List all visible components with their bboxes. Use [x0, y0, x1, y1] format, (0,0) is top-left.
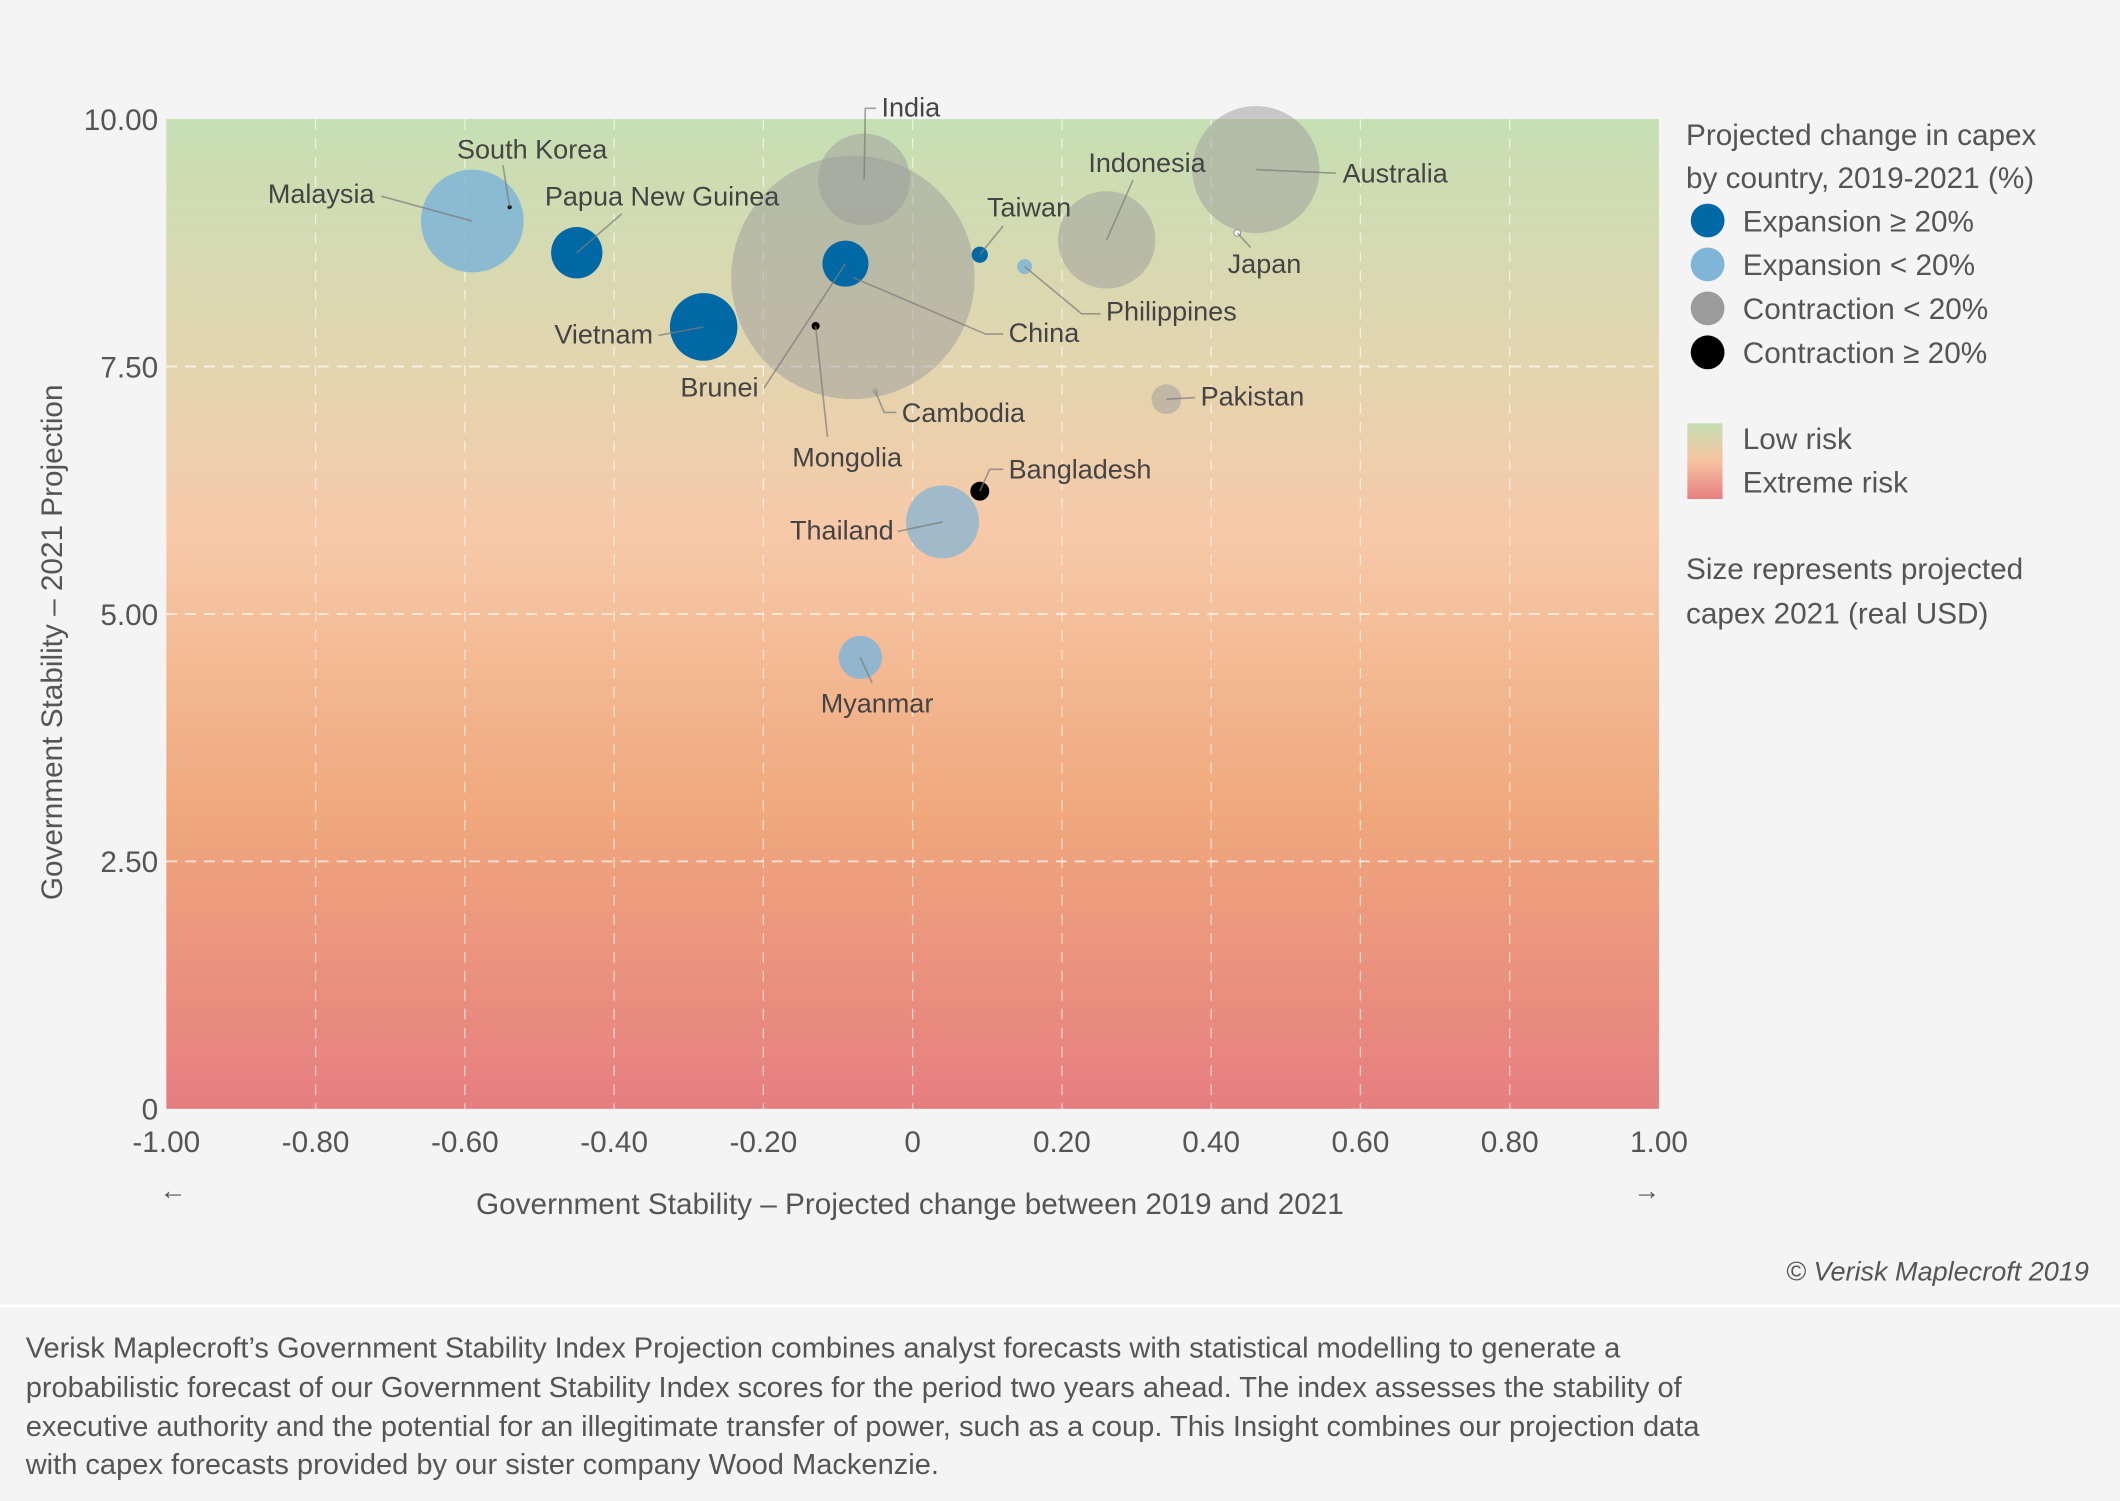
x-tick-label: -0.20 [729, 1126, 797, 1159]
y-tick-label: 5.00 [100, 599, 158, 632]
y-axis-label: Government Stability – 2021 Projection [36, 384, 69, 900]
leader-line-india [863, 107, 877, 180]
label-taiwan: Taiwan [987, 192, 1071, 222]
leader-line-brunei [763, 263, 847, 389]
bubble-australia [1192, 106, 1320, 234]
copyright: © Verisk Maplecroft 2019 [1786, 1257, 2089, 1287]
leader-line-china [852, 276, 1004, 335]
x-tick-label: 0 [904, 1126, 921, 1159]
label-japan: Japan [1228, 249, 1302, 279]
label-myanmar: Myanmar [821, 689, 934, 719]
label-mongolia: Mongolia [792, 443, 903, 473]
label-vietnam: Vietnam [554, 320, 653, 350]
x-tick-label: 1.00 [1630, 1126, 1688, 1159]
label-thailand: Thailand [790, 516, 894, 546]
footer-line-1: Verisk Maplecroft’s Government Stability… [26, 1333, 1621, 1365]
legend-label-con_hi: Contraction ≥ 20% [1743, 337, 1987, 370]
leader-line-bangladesh [979, 468, 1004, 492]
leader-line-pakistan [1166, 396, 1196, 400]
axis-ticks: -1.00 -0.80 -0.60 -0.40 -0.20 0 0.20 0.40 0.60 0.… [84, 104, 1688, 1159]
legend-marker-con_lo [1690, 291, 1725, 326]
label-philippines: Philippines [1106, 297, 1237, 327]
label-brunei: Brunei [680, 372, 758, 402]
grid [166, 119, 1659, 1109]
y-tick-label: 7.50 [100, 351, 158, 384]
leader-line-philippines [1024, 265, 1101, 315]
leader-line-south-korea [502, 164, 511, 208]
x-tick-label: 0.40 [1182, 1126, 1240, 1159]
leader-line-mongolia [814, 325, 829, 437]
leader-line-vietnam [658, 326, 704, 337]
label-bangladesh: Bangladesh [1009, 455, 1152, 485]
x-tick-label: 0.20 [1033, 1126, 1091, 1159]
x-tick-label: 0.80 [1481, 1126, 1539, 1159]
label-india: India [882, 92, 942, 122]
leader-line-thailand [897, 521, 943, 533]
legend-extreme-risk: Extreme risk [1743, 466, 1908, 499]
label-cambodia: Cambodia [902, 398, 1026, 428]
x-tick-label: -0.60 [431, 1126, 499, 1159]
legend-size-note-line2: capex 2021 (real USD) [1686, 597, 1988, 630]
point-labels: Malaysia South Korea Papua New Guinea Vietn… [268, 92, 1449, 718]
legend-size-note-line1: Size represents projected [1686, 553, 2023, 586]
y-tick-label: 10.00 [84, 104, 158, 137]
leader-line-papua-new-guinea [576, 213, 623, 254]
x-tick-label: -1.00 [132, 1126, 200, 1159]
x-arrow-left: ← [160, 1175, 187, 1205]
y-tick-label: 0 [142, 1094, 159, 1127]
leader-line-taiwan [979, 225, 1004, 256]
legend: Projected change in capex by country, 20… [1686, 119, 2037, 631]
label-malaysia: Malaysia [268, 179, 376, 209]
footer-text: Verisk Maplecroft’s Government Stability… [25, 1333, 1701, 1481]
legend-label-con_lo: Contraction < 20% [1743, 293, 1988, 326]
label-papua-new-guinea: Papua New Guinea [545, 182, 780, 212]
x-tick-label: -0.40 [580, 1126, 648, 1159]
leader-line-indonesia [1105, 179, 1134, 241]
leader-line-myanmar [859, 657, 873, 684]
label-australia: Australia [1343, 159, 1449, 189]
legend-label-exp_lo: Expansion < 20% [1743, 249, 1975, 282]
label-south-korea: South Korea [457, 134, 608, 164]
legend-title-line1: Projected change in capex [1686, 119, 2037, 152]
label-pakistan: Pakistan [1201, 382, 1305, 412]
leader-line-australia [1255, 168, 1336, 174]
x-arrow-right: → [1633, 1175, 1660, 1205]
bubble-south-korea [507, 205, 512, 210]
legend-low-risk: Low risk [1743, 423, 1852, 456]
footer-line-3: executive authority and the potential fo… [26, 1411, 1701, 1443]
x-tick-label: -0.80 [282, 1126, 350, 1159]
legend-marker-exp_hi [1690, 203, 1725, 238]
label-indonesia: Indonesia [1088, 148, 1206, 178]
x-tick-label: 0.60 [1331, 1126, 1389, 1159]
legend-label-exp_hi: Expansion ≥ 20% [1743, 205, 1974, 238]
legend-title-line2: by country, 2019-2021 (%) [1686, 162, 2034, 195]
footer-line-4: with capex forecasts provided by our sis… [25, 1449, 939, 1481]
y-tick-label: 2.50 [100, 846, 158, 879]
legend-risk-swatch [1687, 423, 1723, 500]
leader-line-japan [1236, 232, 1252, 249]
leader-line-cambodia [874, 390, 897, 414]
x-axis-label: Government Stability – Projected change … [476, 1188, 1344, 1221]
footer-line-2: probabilistic forecast of our Government… [26, 1372, 1683, 1404]
legend-marker-con_hi [1690, 335, 1725, 370]
leader-line-malaysia [381, 195, 473, 222]
label-china: China [1009, 318, 1081, 348]
legend-marker-exp_lo [1690, 247, 1725, 282]
